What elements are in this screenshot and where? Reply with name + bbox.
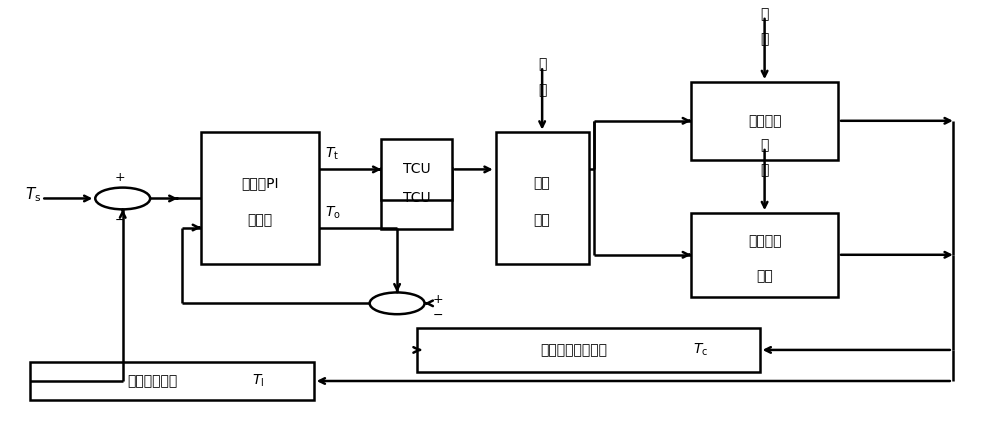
- Text: 投影物镜温度: 投影物镜温度: [127, 374, 177, 388]
- Bar: [30, 362, 314, 401]
- Text: $T_{\mathrm{l}}$: $T_{\mathrm{l}}$: [252, 373, 264, 389]
- Bar: [381, 168, 452, 229]
- Text: $-$: $-$: [432, 308, 444, 321]
- Text: 动: 动: [538, 83, 546, 97]
- Text: 动: 动: [760, 32, 769, 46]
- Text: $T_{\mathrm{t}}$: $T_{\mathrm{t}}$: [325, 145, 339, 162]
- Text: +: +: [114, 171, 125, 184]
- Bar: [691, 82, 838, 160]
- Text: 投影物镜出水温度: 投影物镜出水温度: [540, 343, 607, 357]
- Text: 非线性PI: 非线性PI: [241, 176, 279, 190]
- Circle shape: [95, 187, 150, 209]
- Text: +: +: [432, 293, 443, 306]
- Text: 扰: 扰: [538, 57, 546, 71]
- Bar: [381, 140, 452, 199]
- Text: $T_{\mathrm{s}}$: $T_{\mathrm{s}}$: [25, 185, 41, 204]
- Text: 动: 动: [760, 163, 769, 177]
- Bar: [496, 132, 589, 265]
- Bar: [691, 213, 838, 297]
- Bar: [417, 327, 760, 372]
- Text: $T_{\mathrm{c}}$: $T_{\mathrm{c}}$: [693, 342, 708, 358]
- Text: 管路: 管路: [534, 213, 551, 227]
- Text: 扰: 扰: [760, 138, 769, 152]
- Text: 扰: 扰: [760, 7, 769, 21]
- Text: 出水: 出水: [756, 269, 773, 283]
- Text: 投影物镜: 投影物镜: [748, 114, 781, 128]
- Text: TCU: TCU: [403, 162, 431, 176]
- Bar: [201, 132, 319, 265]
- Text: 控制器: 控制器: [247, 213, 272, 227]
- Text: 投影物镜: 投影物镜: [748, 234, 781, 248]
- Text: $T_{\mathrm{o}}$: $T_{\mathrm{o}}$: [325, 204, 340, 220]
- Text: TCU: TCU: [403, 191, 431, 205]
- Circle shape: [370, 292, 425, 314]
- Text: $-$: $-$: [114, 213, 125, 226]
- Text: 远传: 远传: [534, 176, 551, 190]
